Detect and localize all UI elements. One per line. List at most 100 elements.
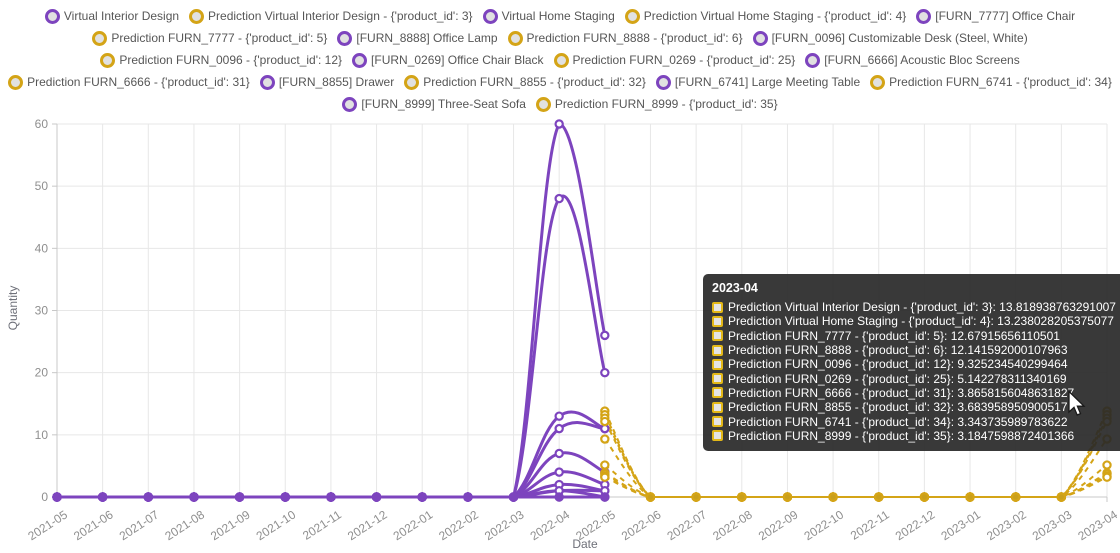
x-axis-tick-label: 2022-09: [756, 507, 801, 543]
data-point[interactable]: [874, 492, 884, 502]
data-point[interactable]: [782, 492, 793, 502]
data-point[interactable]: [189, 492, 199, 502]
x-axis-tick-label: 2022-11: [848, 507, 892, 542]
data-point[interactable]: [600, 367, 610, 378]
tooltip-series-square-icon: [712, 358, 723, 370]
x-axis-tick-label: 2021-05: [25, 507, 70, 543]
x-axis-tick-label: 2021-12: [345, 507, 390, 543]
data-point[interactable]: [554, 193, 564, 204]
data-point[interactable]: [600, 416, 610, 427]
data-point[interactable]: [600, 492, 610, 502]
x-axis-tick-label: 2021-10: [254, 507, 299, 543]
data-point[interactable]: [691, 492, 701, 502]
x-axis-tick-label: 2021-11: [300, 507, 344, 542]
data-point[interactable]: [280, 492, 290, 502]
x-axis-tick-label: 2022-10: [802, 507, 847, 543]
series-line-prediction[interactable]: [604, 476, 1108, 499]
x-axis-title: Date: [572, 537, 598, 551]
data-point[interactable]: [554, 448, 564, 459]
data-point[interactable]: [600, 460, 610, 470]
series-line-prediction[interactable]: [604, 473, 1108, 499]
data-point[interactable]: [554, 119, 564, 129]
legend-item[interactable]: Prediction FURN_8855 - {'product_id': 32…: [404, 75, 646, 90]
legend-item[interactable]: Prediction FURN_8999 - {'product_id': 35…: [535, 97, 778, 112]
x-axis-tick-label: 2023-01: [938, 507, 983, 543]
legend-series-circle-icon: [752, 31, 768, 46]
legend-item-label: Virtual Home Staging: [501, 9, 615, 23]
legend-item[interactable]: Prediction FURN_8888 - {'product_id': 6}: [507, 31, 743, 46]
data-point[interactable]: [234, 492, 245, 502]
legend-series-circle-icon: [337, 31, 353, 46]
tooltip-row-text: Prediction Virtual Interior Design - {'p…: [728, 300, 1116, 315]
legend-item[interactable]: Prediction FURN_7777 - {'product_id': 5}: [92, 31, 327, 46]
legend-item[interactable]: [FURN_8855] Drawer: [259, 75, 394, 90]
legend-item-label: Prediction Virtual Home Staging - {'prod…: [643, 9, 907, 23]
legend-item[interactable]: Prediction FURN_0269 - {'product_id': 25…: [553, 53, 795, 68]
data-point[interactable]: [600, 330, 610, 341]
data-point[interactable]: [1102, 460, 1112, 470]
data-point[interactable]: [645, 492, 656, 502]
y-axis-tick-label: 50: [35, 179, 49, 193]
data-point[interactable]: [600, 434, 610, 444]
data-point[interactable]: [326, 492, 336, 502]
legend-item[interactable]: Prediction Virtual Interior Design - {'p…: [189, 9, 473, 24]
legend-prediction-circle-icon: [92, 31, 108, 46]
data-point[interactable]: [417, 492, 427, 502]
legend-item[interactable]: [FURN_0269] Office Chair Black: [352, 53, 544, 68]
legend-item-label: Prediction Virtual Interior Design - {'p…: [208, 9, 473, 23]
legend-item[interactable]: [FURN_6741] Large Meeting Table: [655, 75, 860, 90]
legend-item[interactable]: [FURN_8888] Office Lamp: [337, 31, 498, 46]
data-point[interactable]: [737, 492, 747, 502]
legend-item[interactable]: [FURN_0096] Customizable Desk (Steel, Wh…: [752, 31, 1028, 46]
data-point[interactable]: [1056, 492, 1067, 502]
data-point[interactable]: [554, 492, 564, 502]
legend-item[interactable]: Prediction FURN_6666 - {'product_id': 31…: [8, 75, 250, 90]
legend-item[interactable]: Prediction FURN_6741 - {'product_id': 34…: [870, 75, 1112, 90]
data-point[interactable]: [965, 492, 975, 502]
legend-series-circle-icon: [352, 53, 368, 68]
data-point[interactable]: [554, 467, 564, 477]
data-point[interactable]: [143, 492, 154, 502]
series-line-prediction[interactable]: [604, 472, 1108, 499]
x-axis-tick-label: 2022-08: [710, 507, 755, 543]
tooltip-row: Prediction Virtual Home Staging - {'prod…: [712, 314, 1116, 328]
legend-item[interactable]: [FURN_7777] Office Chair: [916, 9, 1075, 24]
tooltip-title: 2023-04: [712, 281, 758, 295]
x-axis-tick-label: 2023-03: [1030, 507, 1075, 543]
legend-item[interactable]: Prediction FURN_0096 - {'product_id': 12…: [100, 53, 342, 68]
legend-item[interactable]: Prediction Virtual Home Staging - {'prod…: [624, 9, 907, 24]
legend-item[interactable]: [FURN_6666] Acoustic Bloc Screens: [805, 53, 1020, 68]
legend-item[interactable]: Virtual Home Staging: [482, 9, 615, 24]
data-point[interactable]: [554, 423, 564, 434]
legend-item-label: Prediction FURN_8855 - {'product_id': 32…: [423, 75, 646, 89]
x-axis-tick-label: 2021-07: [117, 507, 162, 543]
data-point[interactable]: [463, 492, 473, 502]
series-line-prediction[interactable]: [604, 464, 1108, 499]
data-point[interactable]: [52, 492, 62, 502]
data-point[interactable]: [600, 472, 610, 482]
y-axis-title: Quantity: [6, 285, 20, 331]
data-point[interactable]: [1102, 472, 1112, 482]
tooltip-row-text: Prediction FURN_6666 - {'product_id': 31…: [728, 385, 1075, 400]
series-line-prediction[interactable]: [604, 475, 1108, 499]
data-point[interactable]: [554, 411, 564, 421]
tooltip-row: Prediction FURN_8888 - {'product_id': 6}…: [712, 343, 1116, 357]
x-axis-tick-label: 2022-02: [436, 507, 481, 543]
y-axis-tick-label: 40: [35, 241, 49, 255]
data-point[interactable]: [97, 492, 108, 502]
legend-item[interactable]: Virtual Interior Design: [44, 9, 179, 24]
data-point[interactable]: [919, 492, 930, 502]
tooltip-row: Prediction FURN_8999 - {'product_id': 35…: [712, 429, 1116, 443]
legend-prediction-circle-icon: [870, 75, 886, 90]
data-point[interactable]: [371, 492, 382, 502]
data-point[interactable]: [508, 492, 519, 502]
legend: Virtual Interior Design Prediction Virtua…: [0, 9, 1120, 112]
x-axis-tick-label: 2021-08: [162, 507, 207, 543]
tooltip-series-square-icon: [712, 387, 723, 399]
legend-series-circle-icon: [342, 97, 358, 112]
data-point[interactable]: [1010, 492, 1021, 502]
data-point[interactable]: [828, 492, 838, 502]
legend-item[interactable]: [FURN_8999] Three-Seat Sofa: [342, 97, 526, 112]
mouse-cursor-icon: [1068, 391, 1086, 416]
